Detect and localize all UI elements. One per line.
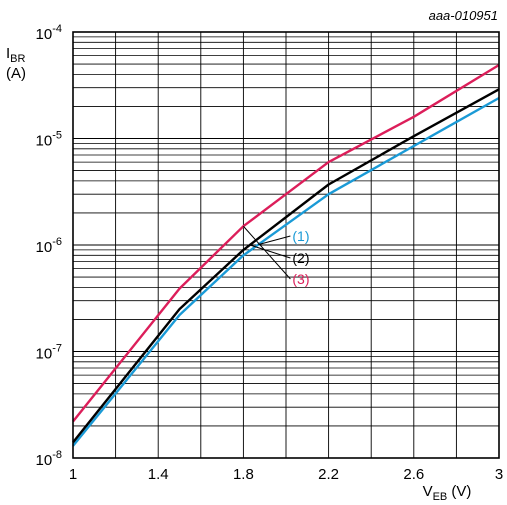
- legend-label-1: (1): [292, 228, 309, 244]
- legend-callout: (1) (2) (3): [243, 225, 310, 287]
- y-tick-label: 10-7: [36, 343, 62, 363]
- legend-leader-line-3: [243, 225, 291, 280]
- y-tick-label: 10-5: [36, 130, 62, 150]
- series-line-2: [72, 88, 500, 444]
- series-line-3: [72, 63, 500, 423]
- x-tick-label: 2.6: [403, 466, 424, 483]
- x-tick-label: 2.2: [318, 466, 339, 483]
- x-tick-label: 1: [69, 466, 77, 483]
- x-tick-label: 3: [495, 466, 503, 483]
- legend-leader-line-2: [249, 244, 291, 259]
- plot-frame: [72, 31, 500, 459]
- y-tick-label: 10-4: [36, 23, 62, 43]
- legend-label-2: (2): [292, 250, 309, 266]
- y-tick-label: 10-8: [36, 449, 62, 469]
- y-axis-unit: (A): [6, 65, 26, 82]
- figure-id-annotation: aaa-010951: [429, 8, 498, 23]
- legend-label-3: (3): [292, 271, 309, 287]
- series-line-1: [72, 96, 500, 447]
- x-tick-label: 1.4: [148, 466, 169, 483]
- y-axis-label: IBR: [6, 45, 26, 65]
- x-axis-label: VEB (V): [423, 483, 472, 503]
- y-tick-label: 10-6: [36, 236, 62, 256]
- x-tick-label: 1.8: [233, 466, 254, 483]
- y-tick-labels: 10-8 10-7 10-6 10-5 10-4: [36, 23, 62, 469]
- legend-leader-line-1: [258, 235, 291, 246]
- grid: [73, 32, 499, 459]
- x-tick-labels: 1 1.4 1.8 2.2 2.6 3: [69, 466, 503, 483]
- series-group: [72, 63, 500, 447]
